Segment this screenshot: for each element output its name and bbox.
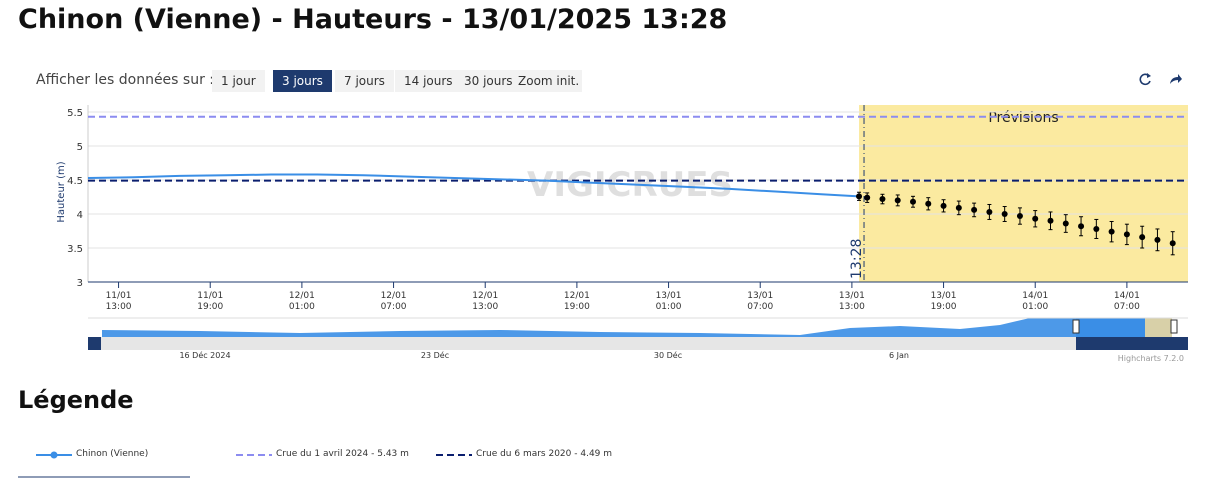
- x-tick-label: 12/01 19:00: [563, 291, 590, 312]
- range-button[interactable]: 14 jours: [395, 70, 462, 92]
- legend-marker: [50, 451, 58, 459]
- forecast-point: [864, 194, 871, 201]
- y-tick-label: 4.5: [67, 176, 83, 187]
- y-tick-label: 4: [77, 210, 83, 221]
- x-tick-label: 14/01 07:00: [1113, 291, 1140, 312]
- range-button[interactable]: 1 jour: [212, 70, 265, 92]
- share-icon[interactable]: [1170, 74, 1182, 84]
- forecast-point: [894, 197, 901, 204]
- forecast-point: [1062, 220, 1069, 227]
- legend-label: Crue du 1 avril 2024 - 5.43 m: [276, 449, 409, 459]
- forecast-point: [1047, 217, 1054, 224]
- forecast-point: [1123, 231, 1130, 238]
- page-title: Chinon (Vienne) - Hauteurs - 13/01/2025 …: [18, 4, 728, 35]
- y-tick-label: 5: [77, 142, 83, 153]
- range-button[interactable]: Zoom init.: [515, 70, 583, 92]
- forecast-point: [856, 193, 863, 200]
- x-tick-label: 11/01 19:00: [197, 291, 224, 312]
- forecast-point: [1001, 211, 1008, 217]
- legend-label: Chinon (Vienne): [76, 449, 149, 459]
- refresh-icon[interactable]: [1139, 73, 1151, 86]
- y-tick-label: 5.5: [67, 108, 83, 119]
- x-tick-label: 14/01 01:00: [1022, 291, 1049, 312]
- range-button[interactable]: 30 jours: [455, 70, 522, 92]
- legend-title: Légende: [18, 386, 134, 414]
- forecast-point: [1078, 223, 1085, 230]
- forecast-point: [986, 208, 993, 215]
- x-tick-label: 11/01 13:00: [105, 291, 132, 312]
- forecast-point: [1016, 213, 1023, 220]
- y-tick-label: 3: [77, 278, 83, 289]
- forecast-point: [1154, 236, 1161, 243]
- range-button[interactable]: 3 jours: [273, 70, 332, 92]
- series-line: [87, 173, 860, 198]
- y-axis-title: Hauteur (m): [56, 161, 67, 222]
- x-tick-label: 12/01 07:00: [380, 291, 407, 312]
- navigator: [88, 317, 1188, 350]
- x-tick-label: 13/01 07:00: [747, 291, 774, 312]
- x-tick-label: 13/01 13:00: [838, 291, 865, 312]
- forecast-point: [910, 198, 916, 205]
- navigator-label: 6 Jan: [889, 351, 909, 360]
- x-tick-label: 13/01 01:00: [655, 291, 682, 312]
- forecast-point: [971, 206, 978, 213]
- x-tick-label: 13/01 19:00: [930, 291, 957, 312]
- forecast-label: Prévisions: [988, 110, 1058, 126]
- x-tick-label: 12/01 13:00: [472, 291, 499, 312]
- navigator-label: 23 Déc: [421, 350, 449, 360]
- range-label: Afficher les données sur :: [36, 72, 215, 88]
- forecast-band: [859, 105, 1188, 282]
- y-tick-label: 3.5: [67, 244, 83, 255]
- forecast-point: [1032, 215, 1039, 222]
- forecast-point: [1169, 240, 1176, 247]
- forecast-point: [1108, 228, 1115, 235]
- credits: Highcharts 7.2.0: [1118, 354, 1184, 363]
- legend-label: Crue du 6 mars 2020 - 4.49 m: [476, 449, 613, 459]
- now-label: 13:28: [849, 239, 865, 279]
- forecast-point: [1093, 225, 1100, 232]
- forecast-point: [925, 200, 932, 207]
- forecast-point: [879, 196, 886, 203]
- navigator-label: 16 Déc 2024: [179, 350, 230, 360]
- navigator-label: 30 Déc: [654, 350, 682, 360]
- forecast-point: [1139, 234, 1146, 241]
- range-button[interactable]: 7 jours: [335, 70, 394, 92]
- forecast-point: [940, 202, 947, 209]
- forecast-point: [955, 204, 962, 211]
- x-tick-label: 12/01 01:00: [288, 291, 315, 312]
